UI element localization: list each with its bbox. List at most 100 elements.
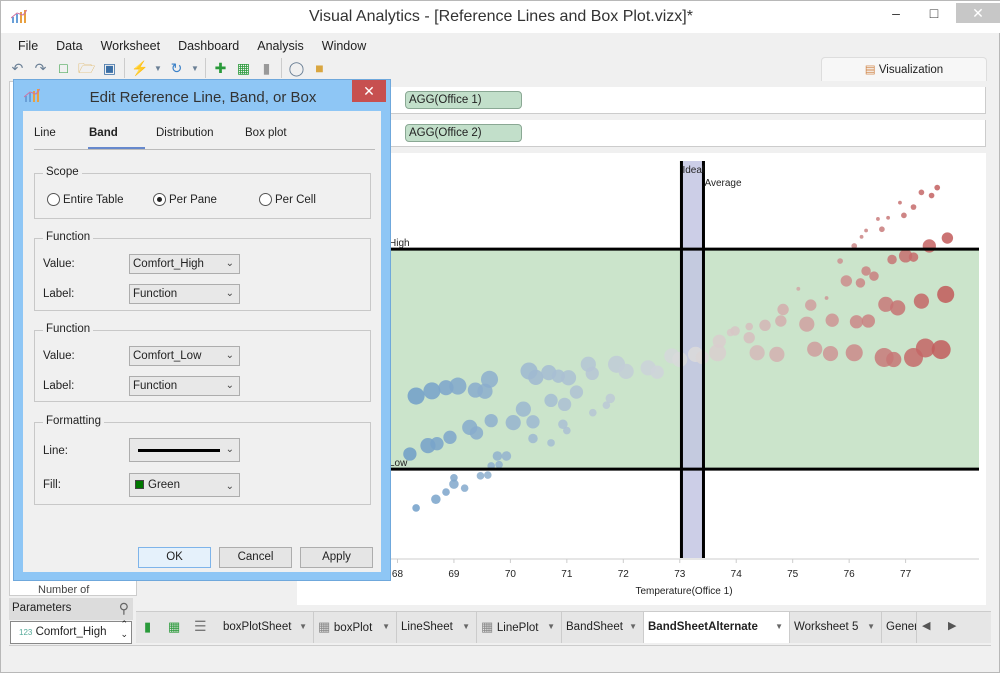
toolbar-separator [205,58,206,78]
sheet-tab-label: boxPlotSheet [223,621,292,633]
tab-dropdown-icon[interactable]: ▼ [382,622,390,631]
data-point [878,296,894,312]
new-worksheet-icon[interactable]: ▮ [144,619,152,634]
menu-file[interactable]: File [18,39,39,53]
cancel-button[interactable]: Cancel [219,547,292,568]
sheet-tab-lineplot[interactable]: ▦ LinePlot ▼ [477,612,562,643]
connect-icon[interactable]: ⚡ [131,59,149,76]
add-chart-icon[interactable]: ✚ [214,59,227,76]
bar-chart-icon[interactable]: ▮ [262,59,271,76]
open-icon[interactable]: 🗁 [78,59,96,76]
data-point [777,303,789,316]
new-dashboard-icon[interactable]: ▦ [168,619,181,634]
data-point [807,341,823,357]
sheet-tabs-bar: ▮ ▦ ☰ boxPlotSheet ▼ ▦ boxPlot ▼ LineSheet ▼ ▦… [136,611,991,643]
refresh-icon[interactable]: ↻ [170,59,183,76]
field-item[interactable]: Number of [38,584,90,596]
rows-shelf[interactable]: AGG(Office 2) [386,120,986,147]
data-point [484,413,498,428]
maximize-button[interactable]: □ [929,5,939,21]
grid-icon: ▦ [318,619,334,634]
scope-entire-table-radio[interactable]: Entire Table [47,193,124,206]
scope-per-cell-radio[interactable]: Per Cell [259,193,316,206]
tab-dropdown-icon[interactable]: ▼ [775,622,783,631]
data-point [431,494,441,504]
connect-dropdown-icon[interactable]: ▼ [154,63,162,73]
fill-color-select[interactable]: Green ⌄ [129,473,240,497]
data-point [495,460,503,469]
scroll-left-icon[interactable]: ◀ [922,620,931,632]
parameter-item[interactable]: 123 Comfort_High ⌃ ⌄ [10,619,132,644]
undo-icon[interactable]: ↶ [11,59,24,76]
rows-pill[interactable]: AGG(Office 2) [405,124,522,142]
data-point [941,232,954,244]
data-point [937,285,955,303]
band-from-label-select[interactable]: Function ⌄ [129,284,240,304]
tab-dropdown-icon[interactable]: ▼ [547,622,555,631]
menu-worksheet[interactable]: Worksheet [100,39,161,53]
tab-dropdown-icon[interactable]: ▼ [462,622,470,631]
chevron-down-icon: ⌄ [225,481,234,492]
apply-button[interactable]: Apply [300,547,373,568]
formatting-group: Formatting Line: ⌄ Fill: Green ⌄ [34,415,371,505]
sheet-tab-gener[interactable]: Gener [882,612,917,643]
add-table-icon[interactable]: ▦ [236,59,251,76]
lasso-icon[interactable]: ◯ [288,59,305,76]
menu-data[interactable]: Data [56,39,83,53]
data-point [887,254,897,265]
columns-shelf[interactable]: AGG(Office 1) [386,87,986,114]
tab-band[interactable]: Band [89,127,118,139]
ok-button[interactable]: OK [138,547,211,568]
sheet-tab-bandsheet[interactable]: BandSheet ▼ [562,612,644,643]
band-to-label-select[interactable]: Function ⌄ [129,376,240,396]
redo-icon[interactable]: ↷ [34,59,47,76]
tab-line[interactable]: Line [34,127,56,139]
data-point [460,484,469,492]
data-point [805,299,817,311]
data-point [650,365,664,379]
dialog-close-button[interactable]: ✕ [352,80,386,102]
tab-box-plot[interactable]: Box plot [245,127,287,139]
scope-per-pane-radio[interactable]: Per Pane [153,193,217,206]
sheet-tab-boxplotsheet[interactable]: boxPlotSheet ▼ [219,612,314,643]
average-label: Average [704,178,742,189]
data-point [864,228,868,233]
menu-analysis[interactable]: Analysis [257,39,304,53]
sheet-tab-worksheet-5[interactable]: Worksheet 5 ▼ [790,612,882,643]
data-point [730,326,740,336]
tab-dropdown-icon[interactable]: ▼ [299,622,307,631]
tab-dropdown-icon[interactable]: ▼ [867,622,875,631]
close-window-button[interactable]: ✕ [956,3,1000,23]
data-point [769,346,785,362]
new-icon[interactable]: □ [59,59,68,76]
data-point [918,189,925,196]
search-icon[interactable]: ⚲ [118,600,129,616]
status-bar [9,645,991,665]
data-point [775,315,787,327]
sheet-tab-linesheet[interactable]: LineSheet ▼ [397,612,477,643]
sheet-tab-boxplot[interactable]: ▦ boxPlot ▼ [314,612,397,643]
active-tab-indicator [88,147,145,149]
tab-dropdown-icon[interactable]: ▼ [629,622,637,631]
refresh-dropdown-icon[interactable]: ▼ [191,63,199,73]
minimize-button[interactable]: – [892,5,900,21]
tab-distribution[interactable]: Distribution [156,127,214,139]
scroll-right-icon[interactable]: ▶ [948,620,957,632]
columns-pill[interactable]: AGG(Office 1) [405,91,522,109]
scroll-arrows-icon[interactable]: ⌃ ⌄ [120,619,128,639]
sheet-list-icon[interactable]: ☰ [194,618,207,634]
save-icon[interactable]: ▣ [102,59,117,76]
data-point [605,393,616,404]
parameter-name: Comfort_High [35,626,107,638]
dashboard-icon[interactable]: ■ [315,59,324,76]
line-style-select[interactable]: ⌄ [129,438,240,462]
band-to-value-select[interactable]: Comfort_Low ⌄ [129,346,240,366]
tab-visualization[interactable]: ▤ Visualization [821,57,987,81]
data-point [886,215,891,220]
menu-dashboard[interactable]: Dashboard [178,39,240,53]
band-from-value-select[interactable]: Comfort_High ⌄ [129,254,240,274]
menu-window[interactable]: Window [321,39,367,53]
data-point [709,344,727,362]
sheet-tab-bandsheetalternate[interactable]: BandSheetAlternate ▼ [644,612,790,643]
